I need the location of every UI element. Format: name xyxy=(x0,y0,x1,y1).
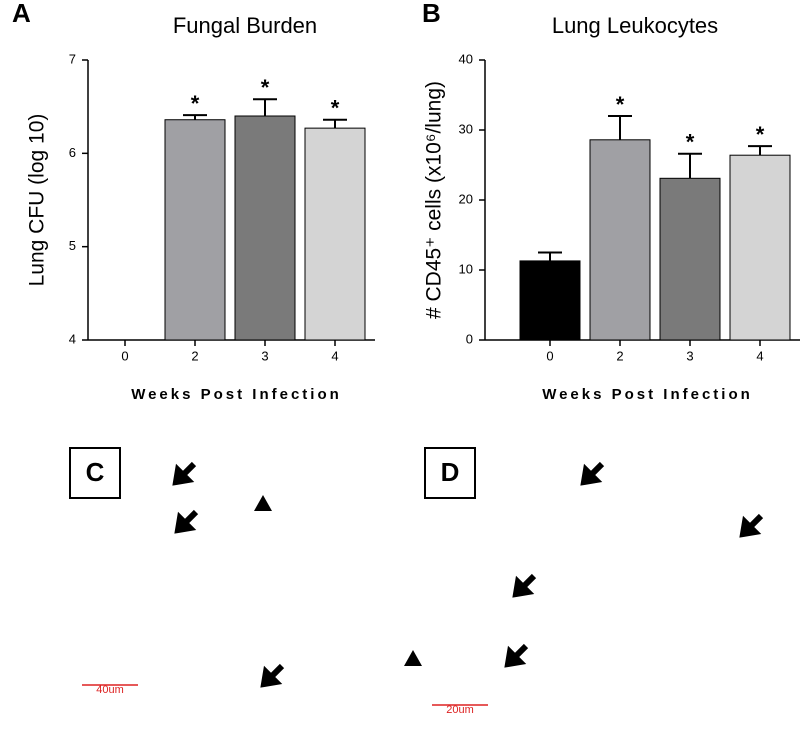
arrow xyxy=(504,643,529,668)
bar xyxy=(519,260,581,341)
scale-label: 40um xyxy=(96,684,124,696)
arrow xyxy=(739,513,764,538)
significance-marker: * xyxy=(261,75,270,100)
x-axis-label: Weeks Post Infection xyxy=(131,386,342,403)
panel-label: C xyxy=(86,457,105,487)
y-tick-label: 30 xyxy=(459,121,473,136)
arrow xyxy=(174,509,199,534)
significance-marker: * xyxy=(191,91,200,116)
panel-label-box xyxy=(424,447,476,499)
bar xyxy=(304,127,366,341)
significance-marker: * xyxy=(616,92,625,117)
y-tick-label: 6 xyxy=(69,145,76,160)
x-tick-label: 4 xyxy=(331,348,338,363)
significance-marker: * xyxy=(331,96,340,121)
y-tick-label: 40 xyxy=(459,51,473,66)
y-tick-label: 4 xyxy=(69,331,76,346)
arrow xyxy=(172,461,197,486)
arrow xyxy=(580,461,605,486)
panel-label: D xyxy=(441,457,460,487)
y-tick-label: 7 xyxy=(69,51,76,66)
significance-marker: * xyxy=(686,130,695,155)
bar xyxy=(659,177,721,341)
x-tick-label: 2 xyxy=(191,348,198,363)
arrow xyxy=(260,663,285,688)
y-tick-label: 0 xyxy=(466,331,473,346)
x-tick-label: 2 xyxy=(616,348,623,363)
x-axis-label: Weeks Post Infection xyxy=(542,386,753,403)
arrowhead xyxy=(404,650,422,666)
y-axis-label: # CD45⁺ cells (x10⁶/lung) xyxy=(423,81,446,319)
x-tick-label: 4 xyxy=(756,348,763,363)
chart-title: Lung Leukocytes xyxy=(552,13,718,38)
significance-marker: * xyxy=(756,122,765,147)
y-tick-label: 10 xyxy=(459,261,473,276)
y-tick-label: 5 xyxy=(69,238,76,253)
bar xyxy=(164,119,226,341)
scale-label: 20um xyxy=(446,704,474,716)
bar xyxy=(234,115,296,341)
x-tick-label: 0 xyxy=(121,348,128,363)
chart-title: Fungal Burden xyxy=(173,13,317,38)
panel-label: B xyxy=(422,0,441,28)
x-tick-label: 0 xyxy=(546,348,553,363)
bar xyxy=(589,139,651,341)
bar xyxy=(729,154,791,341)
x-tick-label: 3 xyxy=(261,348,268,363)
arrow xyxy=(512,573,537,598)
panel-label: A xyxy=(12,0,31,28)
y-tick-label: 20 xyxy=(459,191,473,206)
panel-label-box xyxy=(69,447,121,499)
x-tick-label: 3 xyxy=(686,348,693,363)
y-axis-label: Lung CFU (log 10) xyxy=(26,114,49,287)
arrowhead xyxy=(254,495,272,511)
